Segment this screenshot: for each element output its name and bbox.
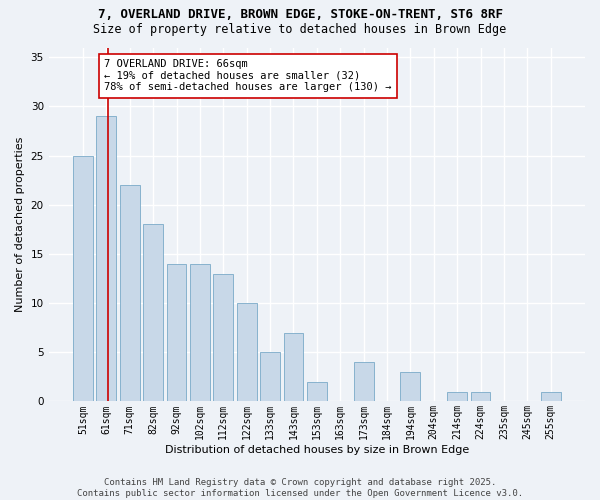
Bar [447,392,467,402]
Bar [120,185,140,402]
X-axis label: Distribution of detached houses by size in Brown Edge: Distribution of detached houses by size … [165,445,469,455]
Bar [400,372,421,402]
Bar [237,303,257,402]
Bar [73,156,93,402]
Text: Contains HM Land Registry data © Crown copyright and database right 2025.
Contai: Contains HM Land Registry data © Crown c… [77,478,523,498]
Y-axis label: Number of detached properties: Number of detached properties [15,137,25,312]
Bar [190,264,210,402]
Bar [284,332,304,402]
Bar [353,362,374,402]
Bar [307,382,327,402]
Bar [470,392,490,402]
Text: 7, OVERLAND DRIVE, BROWN EDGE, STOKE-ON-TRENT, ST6 8RF: 7, OVERLAND DRIVE, BROWN EDGE, STOKE-ON-… [97,8,503,20]
Bar [97,116,116,402]
Bar [214,274,233,402]
Text: Size of property relative to detached houses in Brown Edge: Size of property relative to detached ho… [94,22,506,36]
Bar [143,224,163,402]
Bar [167,264,187,402]
Bar [541,392,560,402]
Bar [260,352,280,402]
Text: 7 OVERLAND DRIVE: 66sqm
← 19% of detached houses are smaller (32)
78% of semi-de: 7 OVERLAND DRIVE: 66sqm ← 19% of detache… [104,60,392,92]
